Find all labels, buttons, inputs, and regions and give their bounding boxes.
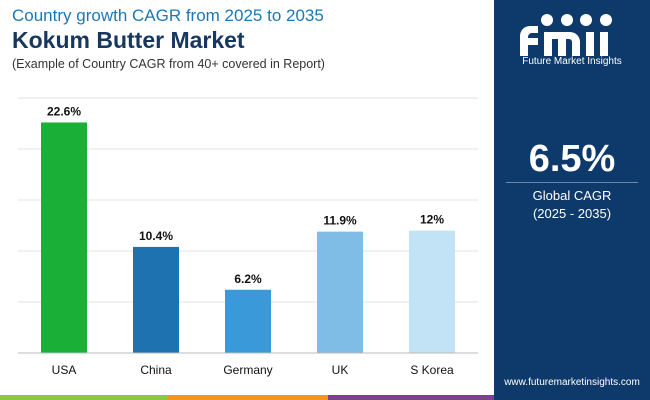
fmi-logo-icon <box>520 14 612 56</box>
bottom-color-stripe <box>0 395 650 400</box>
x-tick-label: China <box>140 363 172 377</box>
global-cagr-label: Global CAGR <box>532 188 612 203</box>
bar <box>317 231 363 353</box>
stripe-navy <box>494 395 650 400</box>
data-label: 11.9% <box>323 214 357 228</box>
bar <box>133 246 179 353</box>
data-label: 10.4% <box>139 229 173 243</box>
bar-chart: 22.6% USA 10.4% China 6.2% Germany 11.9% UK 12% S… <box>18 97 478 377</box>
x-tick-label: S Korea <box>410 363 454 377</box>
bar <box>225 289 271 353</box>
chart-note: (Example of Country CAGR from 40+ covere… <box>12 57 325 71</box>
logo-caption: Future Market Insights <box>522 56 622 67</box>
data-label: 22.6% <box>47 104 81 118</box>
bar <box>409 230 455 353</box>
chart-panel: Country growth CAGR from 2025 to 2035 Ko… <box>12 6 478 377</box>
stripe-purple <box>328 395 494 400</box>
x-tick-label: Germany <box>223 363 272 377</box>
data-label: 6.2% <box>234 272 262 286</box>
x-tick-label: UK <box>332 363 349 377</box>
data-label: 12% <box>420 213 444 227</box>
chart-title: Kokum Butter Market <box>12 27 245 53</box>
global-cagr-period: (2025 - 2035) <box>532 206 612 221</box>
stripe-orange <box>168 395 328 400</box>
website-link[interactable]: www.futuremarketinsights.com <box>504 377 640 388</box>
stripe-green <box>0 395 168 400</box>
x-tick-label: USA <box>52 363 77 377</box>
global-cagr-value: 6.5% <box>528 138 616 180</box>
bar <box>41 122 87 353</box>
sidebar-panel: Future Market Insights 6.5% Global CAGR … <box>494 0 650 400</box>
chart-subtitle: Country growth CAGR from 2025 to 2035 <box>12 6 324 25</box>
divider <box>506 182 638 183</box>
